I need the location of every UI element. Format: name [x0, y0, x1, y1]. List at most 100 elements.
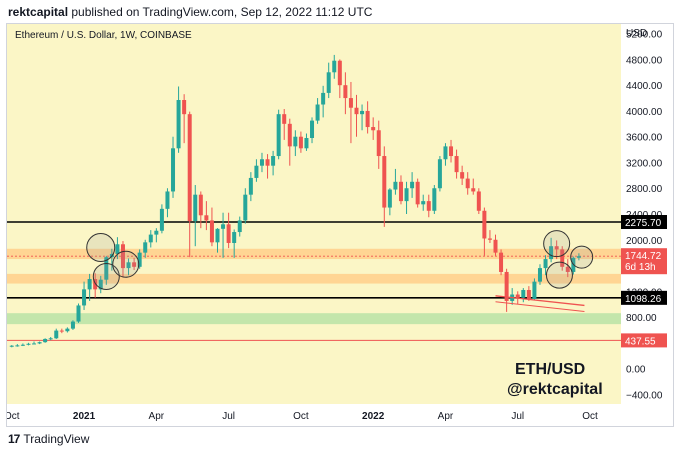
highlight-circle[interactable]: [545, 261, 573, 289]
candle-body-up[interactable]: [154, 230, 159, 235]
candle-body-up[interactable]: [104, 257, 109, 280]
candle-body-down[interactable]: [382, 156, 387, 208]
candle-body-up[interactable]: [32, 343, 37, 345]
candle-body-down[interactable]: [515, 294, 520, 298]
candle-body-down[interactable]: [298, 136, 303, 149]
candle-body-up[interactable]: [576, 256, 581, 258]
candle-body-up[interactable]: [393, 181, 398, 190]
candle-body-up[interactable]: [137, 252, 142, 267]
candle-body-up[interactable]: [26, 343, 31, 345]
candle-body-up[interactable]: [70, 321, 75, 329]
chart-container[interactable]: −400.000.00400.00800.001200.001600.00200…: [6, 23, 674, 427]
highlight-circle[interactable]: [112, 250, 140, 278]
highlight-circle[interactable]: [92, 262, 120, 290]
candle-body-down[interactable]: [348, 98, 353, 108]
candle-body-up[interactable]: [171, 148, 176, 192]
candle-body-up[interactable]: [176, 100, 181, 149]
candle-body-up[interactable]: [259, 159, 264, 166]
candle-body-down[interactable]: [354, 107, 359, 115]
candle-body-up[interactable]: [432, 188, 437, 211]
candle-body-down[interactable]: [560, 249, 565, 267]
highlight-circle[interactable]: [543, 230, 571, 258]
candle-body-up[interactable]: [293, 136, 298, 147]
candle-body-down[interactable]: [487, 238, 492, 240]
highlight-circle[interactable]: [86, 232, 116, 262]
candle-body-up[interactable]: [443, 146, 448, 160]
candle-body-up[interactable]: [521, 290, 526, 298]
candle-body-up[interactable]: [193, 194, 198, 222]
candle-body-up[interactable]: [237, 220, 242, 233]
candle-body-down[interactable]: [209, 220, 214, 243]
candle-body-up[interactable]: [332, 60, 337, 73]
candle-body-down[interactable]: [204, 215, 209, 221]
candle-body-up[interactable]: [537, 268, 542, 282]
candle-body-up[interactable]: [360, 110, 365, 115]
candle-body-up[interactable]: [421, 201, 426, 205]
price-chart[interactable]: −400.000.00400.00800.001200.001600.00200…: [7, 24, 673, 426]
highlight-circle[interactable]: [570, 245, 594, 269]
candle-body-up[interactable]: [143, 242, 148, 253]
candle-body-down[interactable]: [282, 114, 287, 124]
candle-body-down[interactable]: [343, 85, 348, 99]
candle-body-up[interactable]: [232, 232, 237, 243]
candle-body-up[interactable]: [532, 281, 537, 300]
candle-body-down[interactable]: [554, 246, 559, 250]
candle-body-down[interactable]: [371, 127, 376, 131]
candle-body-up[interactable]: [148, 234, 153, 243]
candle-body-down[interactable]: [460, 172, 465, 179]
candle-body-down[interactable]: [398, 181, 403, 202]
candle-body-up[interactable]: [276, 114, 281, 157]
candle-body-up[interactable]: [43, 338, 48, 343]
candle-body-down[interactable]: [198, 194, 203, 216]
candle-body-down[interactable]: [365, 110, 370, 128]
candle-body-down[interactable]: [499, 252, 504, 272]
candle-body-up[interactable]: [87, 279, 92, 290]
candle-body-down[interactable]: [226, 224, 231, 243]
candle-body-up[interactable]: [159, 208, 164, 231]
candle-body-up[interactable]: [115, 244, 120, 254]
candle-body-up[interactable]: [54, 330, 59, 339]
candle-body-up[interactable]: [254, 165, 259, 178]
candle-body-up[interactable]: [98, 279, 103, 290]
candle-body-up[interactable]: [65, 328, 70, 332]
candle-body-down[interactable]: [376, 130, 381, 157]
candle-body-down[interactable]: [265, 159, 270, 166]
candle-body-up[interactable]: [549, 246, 554, 260]
candle-body-up[interactable]: [48, 338, 53, 340]
candle-body-down[interactable]: [526, 290, 531, 300]
candle-body-up[interactable]: [387, 189, 392, 208]
candle-body-up[interactable]: [326, 72, 331, 93]
candle-body-up[interactable]: [82, 289, 87, 306]
candle-body-up[interactable]: [543, 259, 548, 269]
candle-body-up[interactable]: [20, 344, 25, 346]
candle-body-up[interactable]: [410, 181, 415, 189]
candle-body-up[interactable]: [315, 104, 320, 121]
candle-body-up[interactable]: [437, 159, 442, 189]
candle-body-down[interactable]: [465, 178, 470, 189]
candle-body-down[interactable]: [476, 191, 481, 211]
candle-body-up[interactable]: [165, 191, 170, 209]
candle-body-down[interactable]: [120, 244, 125, 269]
candle-body-up[interactable]: [9, 345, 14, 347]
candle-body-up[interactable]: [321, 92, 326, 105]
candle-body-down[interactable]: [287, 123, 292, 147]
candle-body-down[interactable]: [493, 239, 498, 253]
candle-body-up[interactable]: [310, 120, 315, 138]
candle-body-up[interactable]: [243, 194, 248, 221]
candle-body-down[interactable]: [93, 279, 98, 290]
candle-body-down[interactable]: [504, 271, 509, 301]
candle-body-up[interactable]: [248, 177, 253, 195]
author-name[interactable]: rektcapital: [8, 5, 69, 19]
candle-body-down[interactable]: [482, 210, 487, 239]
candle-body-down[interactable]: [449, 146, 454, 157]
trend-line[interactable]: [495, 295, 585, 307]
candle-body-up[interactable]: [126, 262, 131, 269]
candle-body-up[interactable]: [37, 342, 42, 344]
candle-body-down[interactable]: [132, 262, 137, 267]
trend-line[interactable]: [495, 301, 585, 312]
candle-body-down[interactable]: [59, 330, 64, 332]
candle-body-up[interactable]: [404, 188, 409, 202]
candle-body-down[interactable]: [182, 100, 187, 115]
candle-body-down[interactable]: [471, 188, 476, 192]
candle-body-down[interactable]: [454, 156, 459, 173]
